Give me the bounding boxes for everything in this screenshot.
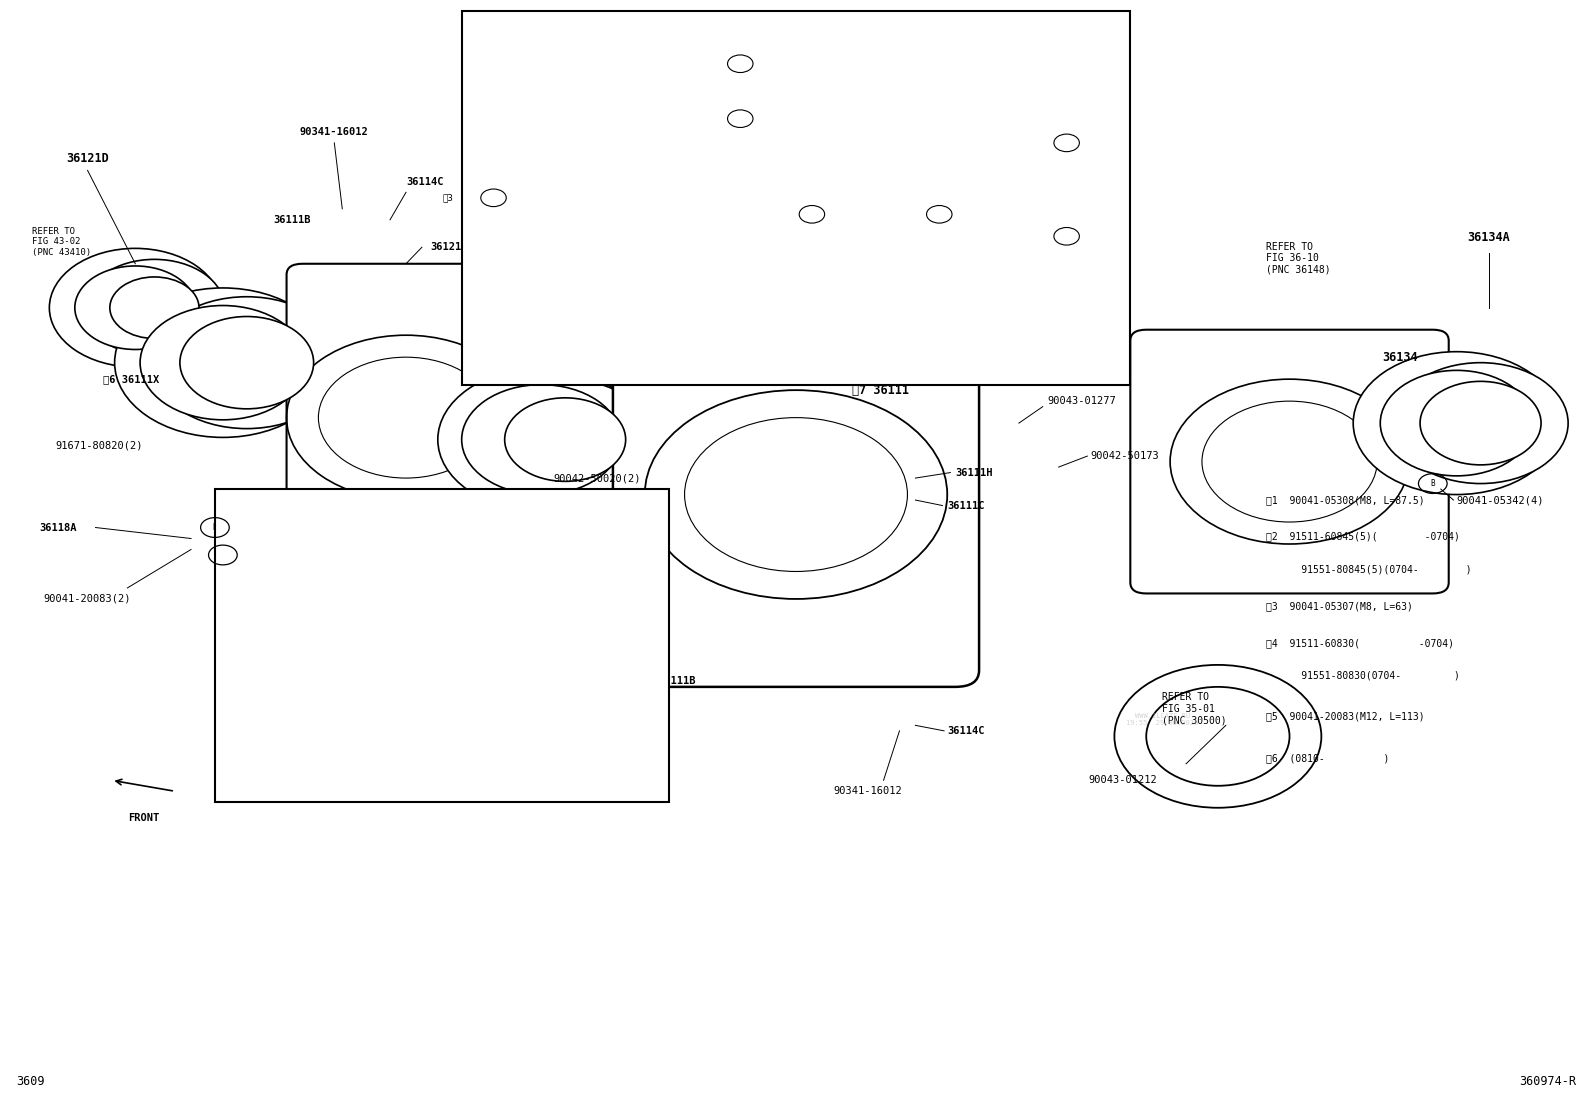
Circle shape [84,259,224,356]
Text: ※5  90041-20083(M12, L=113): ※5 90041-20083(M12, L=113) [1266,711,1425,722]
Text: 90042-50173: 90042-50173 [1091,451,1159,462]
Text: FRONT: FRONT [127,813,159,823]
Circle shape [1380,370,1533,476]
Circle shape [115,288,331,437]
Text: ※7 36111: ※7 36111 [852,384,909,397]
Text: B: B [938,210,941,219]
Text: 36111C: 36111C [947,500,985,511]
Circle shape [1353,352,1560,495]
Circle shape [478,379,653,500]
FancyBboxPatch shape [613,302,979,687]
Text: 90041-20083(2): 90041-20083(2) [45,593,131,604]
Text: 36111H: 36111H [955,467,993,478]
Circle shape [798,245,823,263]
Text: ※3  90041-05307(M8, L=63): ※3 90041-05307(M8, L=63) [1266,601,1412,612]
Text: 36111B: 36111B [657,676,696,686]
Text: ※3: ※3 [443,193,454,202]
Text: 36121: 36121 [430,242,462,253]
FancyBboxPatch shape [226,533,427,753]
Text: 36111B: 36111B [272,214,310,225]
Text: 90041-05342(4): 90041-05342(4) [1457,495,1544,506]
Text: 3609: 3609 [16,1075,45,1088]
Text: WWW.ILCATS.RU
19:55  29.06.2020: WWW.ILCATS.RU 19:55 29.06.2020 [1126,713,1199,726]
Text: B: B [1431,479,1434,488]
Text: 360974-R: 360974-R [1519,1075,1576,1088]
Text: ※1: ※1 [568,331,578,340]
Text: B: B [810,210,814,219]
Circle shape [140,306,306,420]
Text: REFER TO
FIG 36-10
(PNC 36148): REFER TO FIG 36-10 (PNC 36148) [1266,242,1331,275]
Circle shape [505,398,626,481]
FancyBboxPatch shape [287,264,525,582]
Text: ※1  90041-05308(M8, L=87.5): ※1 90041-05308(M8, L=87.5) [1266,495,1425,506]
Text: REFER TO FIG 11-07: REFER TO FIG 11-07 [525,121,622,130]
Text: 90043-01277: 90043-01277 [1048,396,1116,407]
Circle shape [462,385,621,495]
Text: ※6  (0810-          ): ※6 (0810- ) [1266,753,1388,764]
Text: ※2  91511-60845(5)(        -0704): ※2 91511-60845(5)( -0704) [1266,531,1460,542]
Text: REFER TO
FIG 43-02
(PNC 43410): REFER TO FIG 43-02 (PNC 43410) [32,226,91,257]
Circle shape [1114,665,1321,808]
Text: 90043-01212: 90043-01212 [1087,775,1157,785]
Circle shape [151,297,342,429]
Text: ※5: ※5 [1106,138,1118,147]
FancyBboxPatch shape [452,533,653,753]
Text: 36114C: 36114C [406,177,444,187]
Text: 36118A: 36118A [40,522,78,533]
Circle shape [798,133,823,151]
Circle shape [1393,363,1568,484]
Text: ※6 36111X: ※6 36111X [560,375,618,385]
Text: 90042-50020(2): 90042-50020(2) [554,473,640,484]
Text: FRONT: FRONT [892,342,923,352]
Bar [215,489,669,802]
Text: B: B [1065,232,1068,241]
Circle shape [438,368,645,511]
Text: 36114C: 36114C [947,725,985,736]
Text: 36134: 36134 [1382,351,1417,364]
Text: ※4: ※4 [1106,232,1118,241]
Text: B: B [492,193,495,202]
Text: ※7: ※7 [255,506,267,515]
Circle shape [960,245,985,263]
Circle shape [960,133,985,151]
Text: ※2: ※2 [807,331,817,340]
Text: 〈右方視〉: 〈右方視〉 [557,342,589,352]
Text: B: B [739,59,742,68]
Text: ( -0810): ( -0810) [301,522,352,532]
Text: 36134A: 36134A [1468,231,1509,244]
Text: B: B [221,551,224,559]
Text: ※6 36111X: ※6 36111X [103,374,159,385]
Bar [462,11,1130,385]
Text: REFER TO
FIG 35-01
(PNC 30500): REFER TO FIG 35-01 (PNC 30500) [1162,692,1227,725]
Circle shape [110,277,199,338]
Text: ※4  91511-60830(          -0704): ※4 91511-60830( -0704) [1266,637,1453,648]
Circle shape [180,317,314,409]
Text: REFER TO FIG 11-07: REFER TO FIG 11-07 [525,66,622,75]
Text: 90341-16012: 90341-16012 [299,127,369,137]
Text: (0810-    ): (0810- ) [506,522,576,532]
Text: 91551-80830(0704-         ): 91551-80830(0704- ) [1266,670,1460,681]
Text: 90341-16012: 90341-16012 [833,786,903,796]
Text: B: B [1065,138,1068,147]
Text: B: B [213,523,217,532]
Text: ※2: ※2 [696,138,705,147]
Circle shape [1420,381,1541,465]
Text: 91671-80820(2): 91671-80820(2) [56,440,143,451]
FancyBboxPatch shape [1130,330,1449,593]
Text: B: B [739,114,742,123]
Text: 91551-80845(5)(0704-        ): 91551-80845(5)(0704- ) [1266,564,1471,575]
Circle shape [1146,687,1290,786]
Circle shape [49,248,221,367]
Text: 36121D: 36121D [67,152,108,165]
Text: ※2(3): ※2(3) [971,33,998,42]
Circle shape [75,266,196,349]
